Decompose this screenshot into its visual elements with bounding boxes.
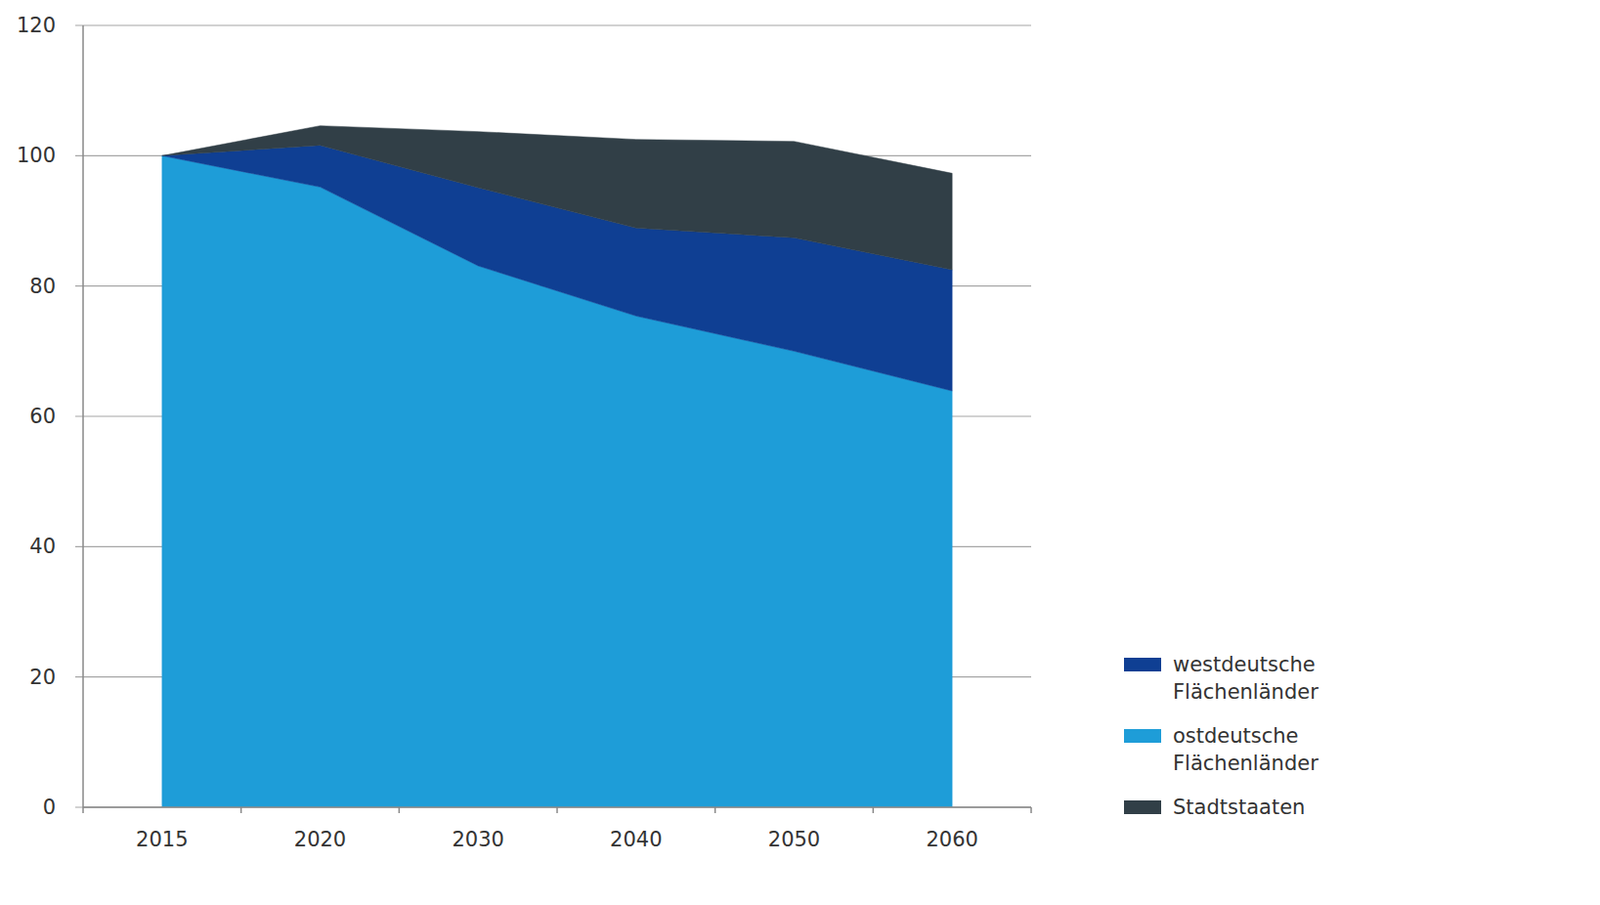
legend-swatch <box>1124 729 1162 743</box>
x-tick <box>1030 807 1033 814</box>
grid-line <box>75 24 1032 26</box>
legend-label: ostdeutsche Flächenländer <box>1172 724 1319 776</box>
y-tick-label: 0 <box>43 795 56 820</box>
x-tick <box>240 807 243 814</box>
x-tick-label: 2030 <box>451 827 504 852</box>
legend-line: ostdeutsche <box>1172 724 1299 748</box>
x-tick <box>872 807 875 814</box>
x-tick-label: 2060 <box>925 827 978 852</box>
x-tick-label: 2020 <box>294 827 346 852</box>
y-axis <box>82 25 85 808</box>
legend-line: Stadtstaaten <box>1172 795 1305 820</box>
chart: 020406080100120201520202030204020502060w… <box>0 0 1600 905</box>
x-tick <box>398 807 401 814</box>
legend-swatch <box>1124 657 1162 672</box>
legend-line: Flächenländer <box>1172 680 1319 704</box>
areas <box>162 126 952 808</box>
x-tick <box>714 807 717 814</box>
legend-line: Flächenländer <box>1172 751 1319 776</box>
legend-swatch <box>1124 800 1162 815</box>
x-tick-label: 2015 <box>135 827 188 852</box>
legend-line: westdeutsche <box>1172 652 1316 677</box>
legend-label: Stadtstaaten <box>1172 795 1305 820</box>
grid-line <box>75 806 1032 808</box>
x-tick <box>82 807 85 814</box>
y-tick-label: 60 <box>29 404 56 429</box>
x-tick-label: 2050 <box>768 827 821 852</box>
x-tick-label: 2040 <box>609 827 662 852</box>
y-tick-label: 120 <box>16 13 56 38</box>
area <box>162 126 952 270</box>
y-tick-label: 40 <box>29 534 56 559</box>
y-tick-label: 20 <box>29 665 56 690</box>
x-tick <box>556 807 559 814</box>
legend-label: westdeutsche Flächenländer <box>1172 652 1319 704</box>
y-tick-label: 80 <box>29 274 56 299</box>
y-tick-label: 100 <box>16 143 56 168</box>
